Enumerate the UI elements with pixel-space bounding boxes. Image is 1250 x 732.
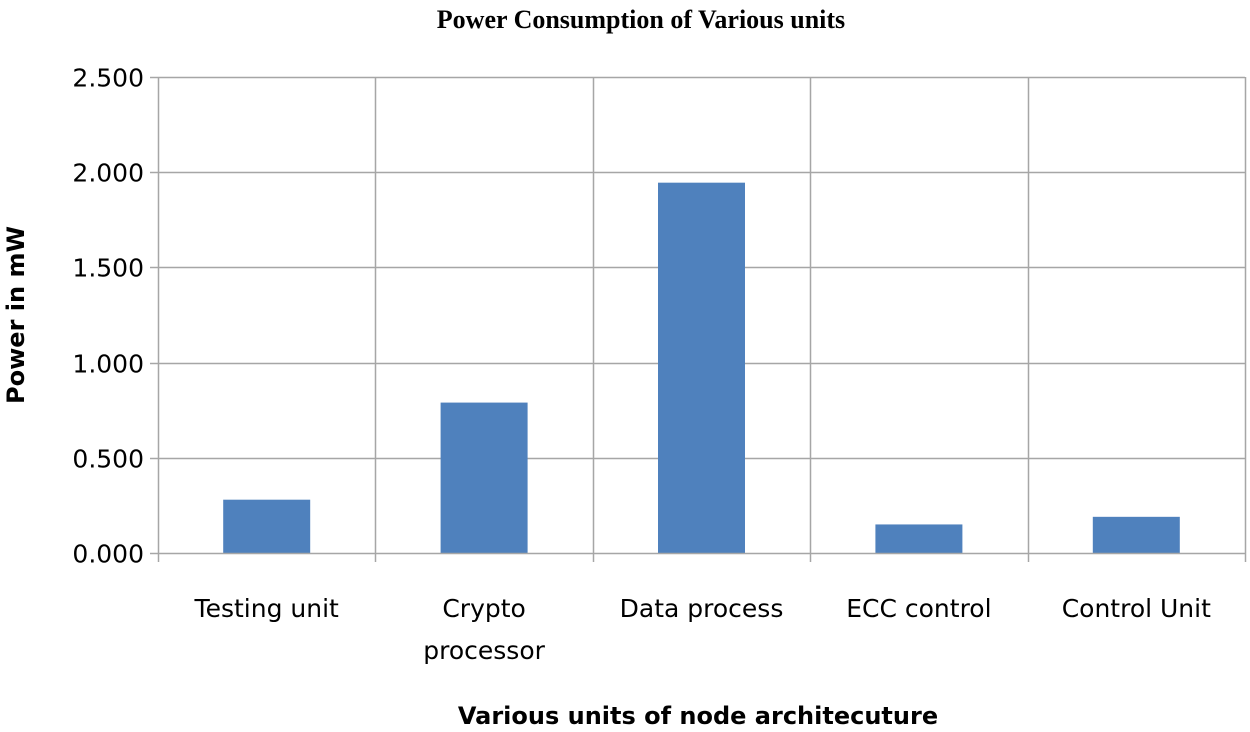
y-axis-title: Power in mW — [2, 226, 30, 404]
chart-title: Power Consumption of Various units — [437, 5, 845, 34]
y-tick-label: 2.500 — [72, 64, 144, 93]
axes — [150, 76, 1247, 562]
y-tick-labels: 0.000 0.500 1.000 1.500 2.000 2.500 — [72, 64, 144, 569]
bar — [1092, 516, 1180, 553]
x-category-label: ECC control — [846, 594, 991, 623]
y-tick-label: 2.000 — [72, 159, 144, 188]
y-tick-label: 0.500 — [72, 445, 144, 474]
x-category-label: Data process — [620, 594, 784, 623]
x-category-label-line: Control Unit — [1062, 594, 1211, 623]
x-category-label-line: Crypto — [442, 594, 526, 623]
x-category-label: Crypto processor — [423, 594, 545, 665]
bar — [658, 182, 745, 553]
bar — [440, 402, 528, 553]
x-category-label-line: Data process — [620, 594, 784, 623]
y-tick-label: 1.000 — [72, 350, 144, 379]
y-tick-label: 1.500 — [72, 254, 144, 283]
bar — [223, 499, 311, 553]
x-category-label-line: Testing unit — [194, 594, 339, 623]
x-category-labels: Testing unit Crypto processor Data process E… — [194, 594, 1212, 665]
x-axis-title: Various units of node architecuture — [458, 702, 938, 730]
x-category-label: Testing unit — [194, 594, 339, 623]
y-tick-label: 0.000 — [72, 540, 144, 569]
x-category-label: Control Unit — [1062, 594, 1211, 623]
x-category-label-line: processor — [423, 636, 545, 665]
bars — [223, 182, 1180, 553]
bar — [875, 524, 963, 553]
x-category-label-line: ECC control — [846, 594, 991, 623]
